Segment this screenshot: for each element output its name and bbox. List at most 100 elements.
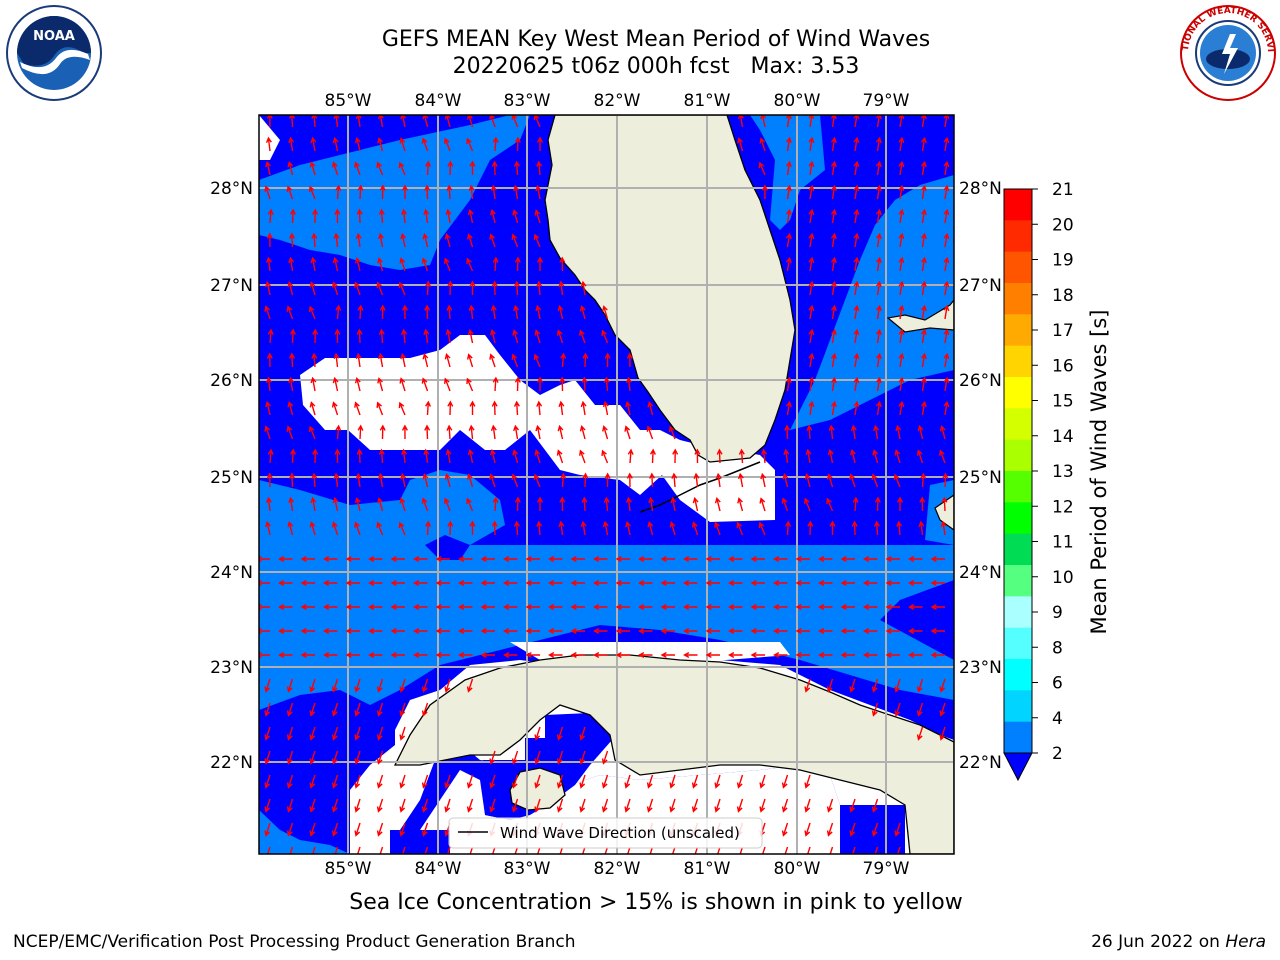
wind-arrow <box>615 651 630 659</box>
wind-arrow <box>466 257 474 272</box>
wind-arrow <box>853 400 860 416</box>
wind-arrow <box>399 798 406 813</box>
wind-arrow <box>930 579 945 587</box>
wind-arrow <box>355 352 362 368</box>
wind-arrow <box>920 232 927 248</box>
wind-arrow <box>602 400 609 416</box>
wind-arrow <box>773 603 788 611</box>
colorbar-segment <box>1004 627 1032 660</box>
wind-arrow <box>638 603 653 611</box>
wind-arrow <box>425 160 432 176</box>
wind-arrow <box>331 161 339 176</box>
wind-arrow <box>863 603 878 611</box>
wind-arrow <box>691 774 699 789</box>
wind-arrow <box>795 627 810 635</box>
wind-arrow <box>311 115 318 128</box>
wind-arrow <box>548 651 563 659</box>
wind-arrow <box>423 208 430 224</box>
wind-arrow <box>309 521 316 536</box>
wind-arrow <box>804 473 811 488</box>
wind-arrow <box>898 376 905 392</box>
wind-arrow <box>534 449 541 464</box>
wind-arrow <box>818 579 833 587</box>
wind-arrow <box>646 425 654 440</box>
wind-arrow <box>480 579 495 587</box>
lat-label-right: 24°N <box>959 563 1002 583</box>
noaa-logo-text: NOAA <box>33 29 75 44</box>
wind-arrow <box>875 232 882 248</box>
colorbar: 21 20 19 18 17 16 15 14 13 12 11 10 9 8 6 4 2 <box>1003 180 1074 782</box>
wind-arrow <box>638 579 653 587</box>
wind-arrow <box>445 448 452 464</box>
wind-arrow <box>345 627 360 635</box>
wind-arrow <box>783 448 790 464</box>
wind-arrow <box>694 448 701 464</box>
wind-arrow <box>895 424 902 440</box>
wind-arrow <box>466 377 474 392</box>
wind-arrow <box>582 472 589 488</box>
wind-arrow <box>830 400 837 416</box>
wind-arrow <box>356 448 363 464</box>
wind-arrow <box>334 846 339 854</box>
wind-arrow <box>377 115 384 128</box>
wind-arrow <box>289 448 296 464</box>
wind-arrow <box>355 115 362 128</box>
wind-arrow <box>803 497 811 512</box>
wind-arrow <box>853 328 860 344</box>
wind-arrow <box>898 328 905 344</box>
wind-arrow <box>480 651 495 659</box>
wind-arrow <box>466 233 474 248</box>
footer-date-text: 26 Jun 2022 on <box>1091 932 1226 952</box>
wind-arrow <box>898 115 905 128</box>
wind-arrow <box>714 774 721 789</box>
wind-arrow <box>332 256 339 272</box>
wind-arrow <box>828 424 835 440</box>
wind-arrow <box>536 160 543 176</box>
wind-arrow <box>601 798 609 813</box>
colorbar-segment <box>1004 565 1032 597</box>
wind-arrow <box>511 115 519 128</box>
wind-arrow <box>446 184 453 200</box>
wind-arrow <box>557 304 564 320</box>
wind-arrow <box>758 161 766 176</box>
lat-label-left: 28°N <box>210 179 253 199</box>
wind-arrow <box>943 232 950 248</box>
lat-label-left: 24°N <box>210 563 253 583</box>
wind-arrow <box>649 846 654 854</box>
wind-arrow <box>781 798 789 813</box>
wind-arrow <box>447 520 454 536</box>
wind-arrow <box>829 520 836 536</box>
graticule <box>259 115 954 854</box>
wind-arrow <box>737 137 744 152</box>
wind-arrow <box>335 424 342 440</box>
wind-arrow <box>447 160 454 176</box>
wind-arrow <box>289 352 296 368</box>
lon-label-bottom: 82°W <box>594 859 641 879</box>
wind-arrow <box>781 497 789 512</box>
wind-arrow <box>548 555 563 563</box>
wind-arrow <box>615 579 630 587</box>
wind-arrow <box>356 208 363 224</box>
colorbar-segment <box>1004 502 1032 535</box>
wind-arrow <box>537 496 544 512</box>
wind-arrow <box>443 257 451 272</box>
wind-arrow <box>939 678 946 693</box>
wind-arrow <box>312 328 319 344</box>
wind-arrow <box>874 846 879 854</box>
wind-arrow <box>581 496 588 512</box>
wind-arrow <box>376 281 384 296</box>
wind-arrow <box>781 822 789 837</box>
wind-arrow <box>421 822 429 837</box>
wind-arrow <box>413 627 428 635</box>
wind-arrow <box>785 160 792 176</box>
wind-arrow <box>804 822 811 837</box>
wind-arrow <box>267 328 274 344</box>
wind-arrow <box>398 161 406 176</box>
wind-arrow <box>808 400 815 416</box>
wind-arrow <box>705 555 720 563</box>
wind-arrow <box>264 774 271 789</box>
wind-arrow <box>760 115 767 128</box>
wind-arrow <box>624 798 631 813</box>
wind-arrow <box>626 352 633 368</box>
wind-arrow <box>331 702 339 717</box>
